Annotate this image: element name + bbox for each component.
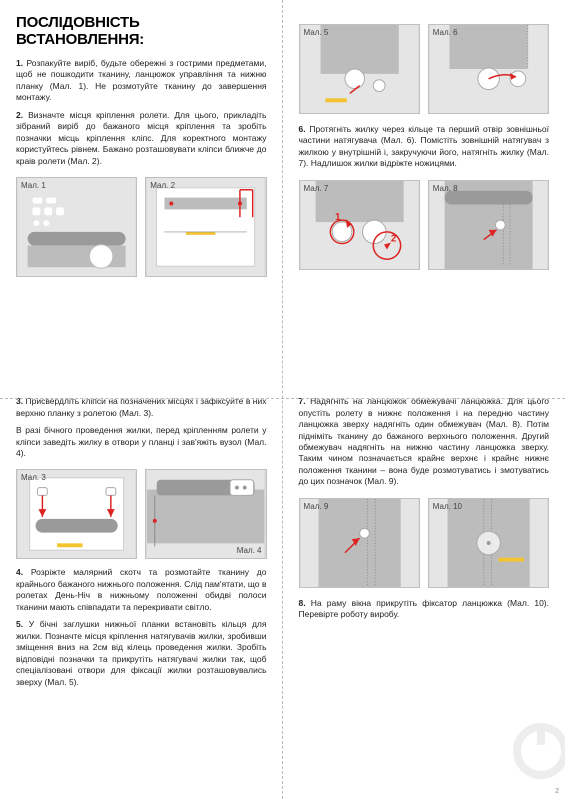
step-1: 1. Розпакуйте виріб, будьте обережні з г…: [16, 58, 267, 104]
figure-3-svg: [17, 470, 136, 558]
figure-2: Мал. 2 5см: [145, 177, 266, 277]
step-5: 5. У бічні заглушки нижньої планки встан…: [16, 619, 267, 688]
figure-10: Мал. 10: [428, 498, 549, 588]
figure-2-svg: [146, 178, 265, 276]
step-8-text: На раму вікна прикрутіть фіксатор ланцюж…: [299, 598, 550, 619]
step-5-text: У бічні заглушки нижньої планки встанові…: [16, 619, 267, 686]
watermark-icon: [511, 721, 565, 781]
step-5-num: 5.: [16, 619, 23, 629]
fold-vertical: [282, 0, 283, 799]
figure-6: Мал. 6: [428, 24, 549, 114]
figure-1-label: Мал. 1: [21, 181, 46, 190]
figure-7: Мал. 7 1 2: [299, 180, 420, 270]
step-3-text: Присвердліть кліпси на позначених місцях…: [16, 396, 267, 417]
page-number: 2: [555, 788, 559, 795]
figure-6-label: Мал. 6: [433, 28, 458, 37]
step-8: 8. На раму вікна прикрутіть фіксатор лан…: [299, 598, 550, 621]
figure-8-svg: [429, 181, 548, 269]
panel-top-right: Мал. 5 Мал. 6: [283, 0, 565, 382]
step-3b: В разі бічного проведення жилки, перед к…: [16, 425, 267, 459]
step-6: 6. Протягніть жилку через кільце та перш…: [299, 124, 550, 170]
figure-10-label: Мал. 10: [433, 502, 462, 511]
figure-4-label: Мал. 4: [237, 546, 262, 555]
panel-bottom-left: 3. Присвердліть кліпси на позначених міс…: [0, 382, 283, 799]
figure-5-svg: [300, 25, 419, 113]
figure-4-svg: [146, 470, 265, 558]
step-2-text: Визначте місця кріплення ролети. Для цьо…: [16, 110, 267, 166]
figure-10-svg: [429, 499, 548, 587]
step-8-num: 8.: [299, 598, 306, 608]
step-3: 3. Присвердліть кліпси на позначених міс…: [16, 396, 267, 419]
figure-7-label: Мал. 7: [304, 184, 329, 193]
step-4: 4. Розріжте малярний скотч та розмотайте…: [16, 567, 267, 613]
figure-8-label: Мал. 8: [433, 184, 458, 193]
step-4-num: 4.: [16, 567, 23, 577]
figure-3: Мал. 3: [16, 469, 137, 559]
page-title: ПОСЛІДОВНІСТЬ ВСТАНОВЛЕННЯ:: [16, 14, 267, 48]
fold-horizontal: [0, 398, 565, 399]
step-7-text: Надягніть на ланцюжок обмежувачі ланцюжк…: [299, 396, 550, 486]
figure-3-label: Мал. 3: [21, 473, 46, 482]
step-4-text: Розріжте малярний скотч та розмотайте тк…: [16, 567, 267, 611]
figure-5: Мал. 5: [299, 24, 420, 114]
figure-2-label: Мал. 2: [150, 181, 175, 190]
figure-1: Мал. 1: [16, 177, 137, 277]
panel-top-left: ПОСЛІДОВНІСТЬ ВСТАНОВЛЕННЯ: 1. Розпакуйт…: [0, 0, 283, 382]
step-1-num: 1.: [16, 58, 23, 68]
figure-9: Мал. 9: [299, 498, 420, 588]
figure-9-svg: [300, 499, 419, 587]
figure-8: Мал. 8: [428, 180, 549, 270]
panel-bottom-right: 7. Надягніть на ланцюжок обмежувачі ланц…: [283, 382, 565, 799]
step-3b-text: В разі бічного проведення жилки, перед к…: [16, 425, 267, 458]
step-2-num: 2.: [16, 110, 23, 120]
figure-6-svg: [429, 25, 548, 113]
step-6-text: Протягніть жилку через кільце та перший …: [299, 124, 550, 168]
step-2: 2. Визначте місця кріплення ролети. Для …: [16, 110, 267, 167]
figure-9-label: Мал. 9: [304, 502, 329, 511]
figure-4: Мал. 4: [145, 469, 266, 559]
figure-5-label: Мал. 5: [304, 28, 329, 37]
step-1-text: Розпакуйте виріб, будьте обережні з гост…: [16, 58, 267, 102]
step-6-num: 6.: [299, 124, 306, 134]
figure-1-svg: [17, 178, 136, 276]
step-7: 7. Надягніть на ланцюжок обмежувачі ланц…: [299, 396, 550, 488]
figure-7-svg: 1 2: [300, 181, 419, 269]
